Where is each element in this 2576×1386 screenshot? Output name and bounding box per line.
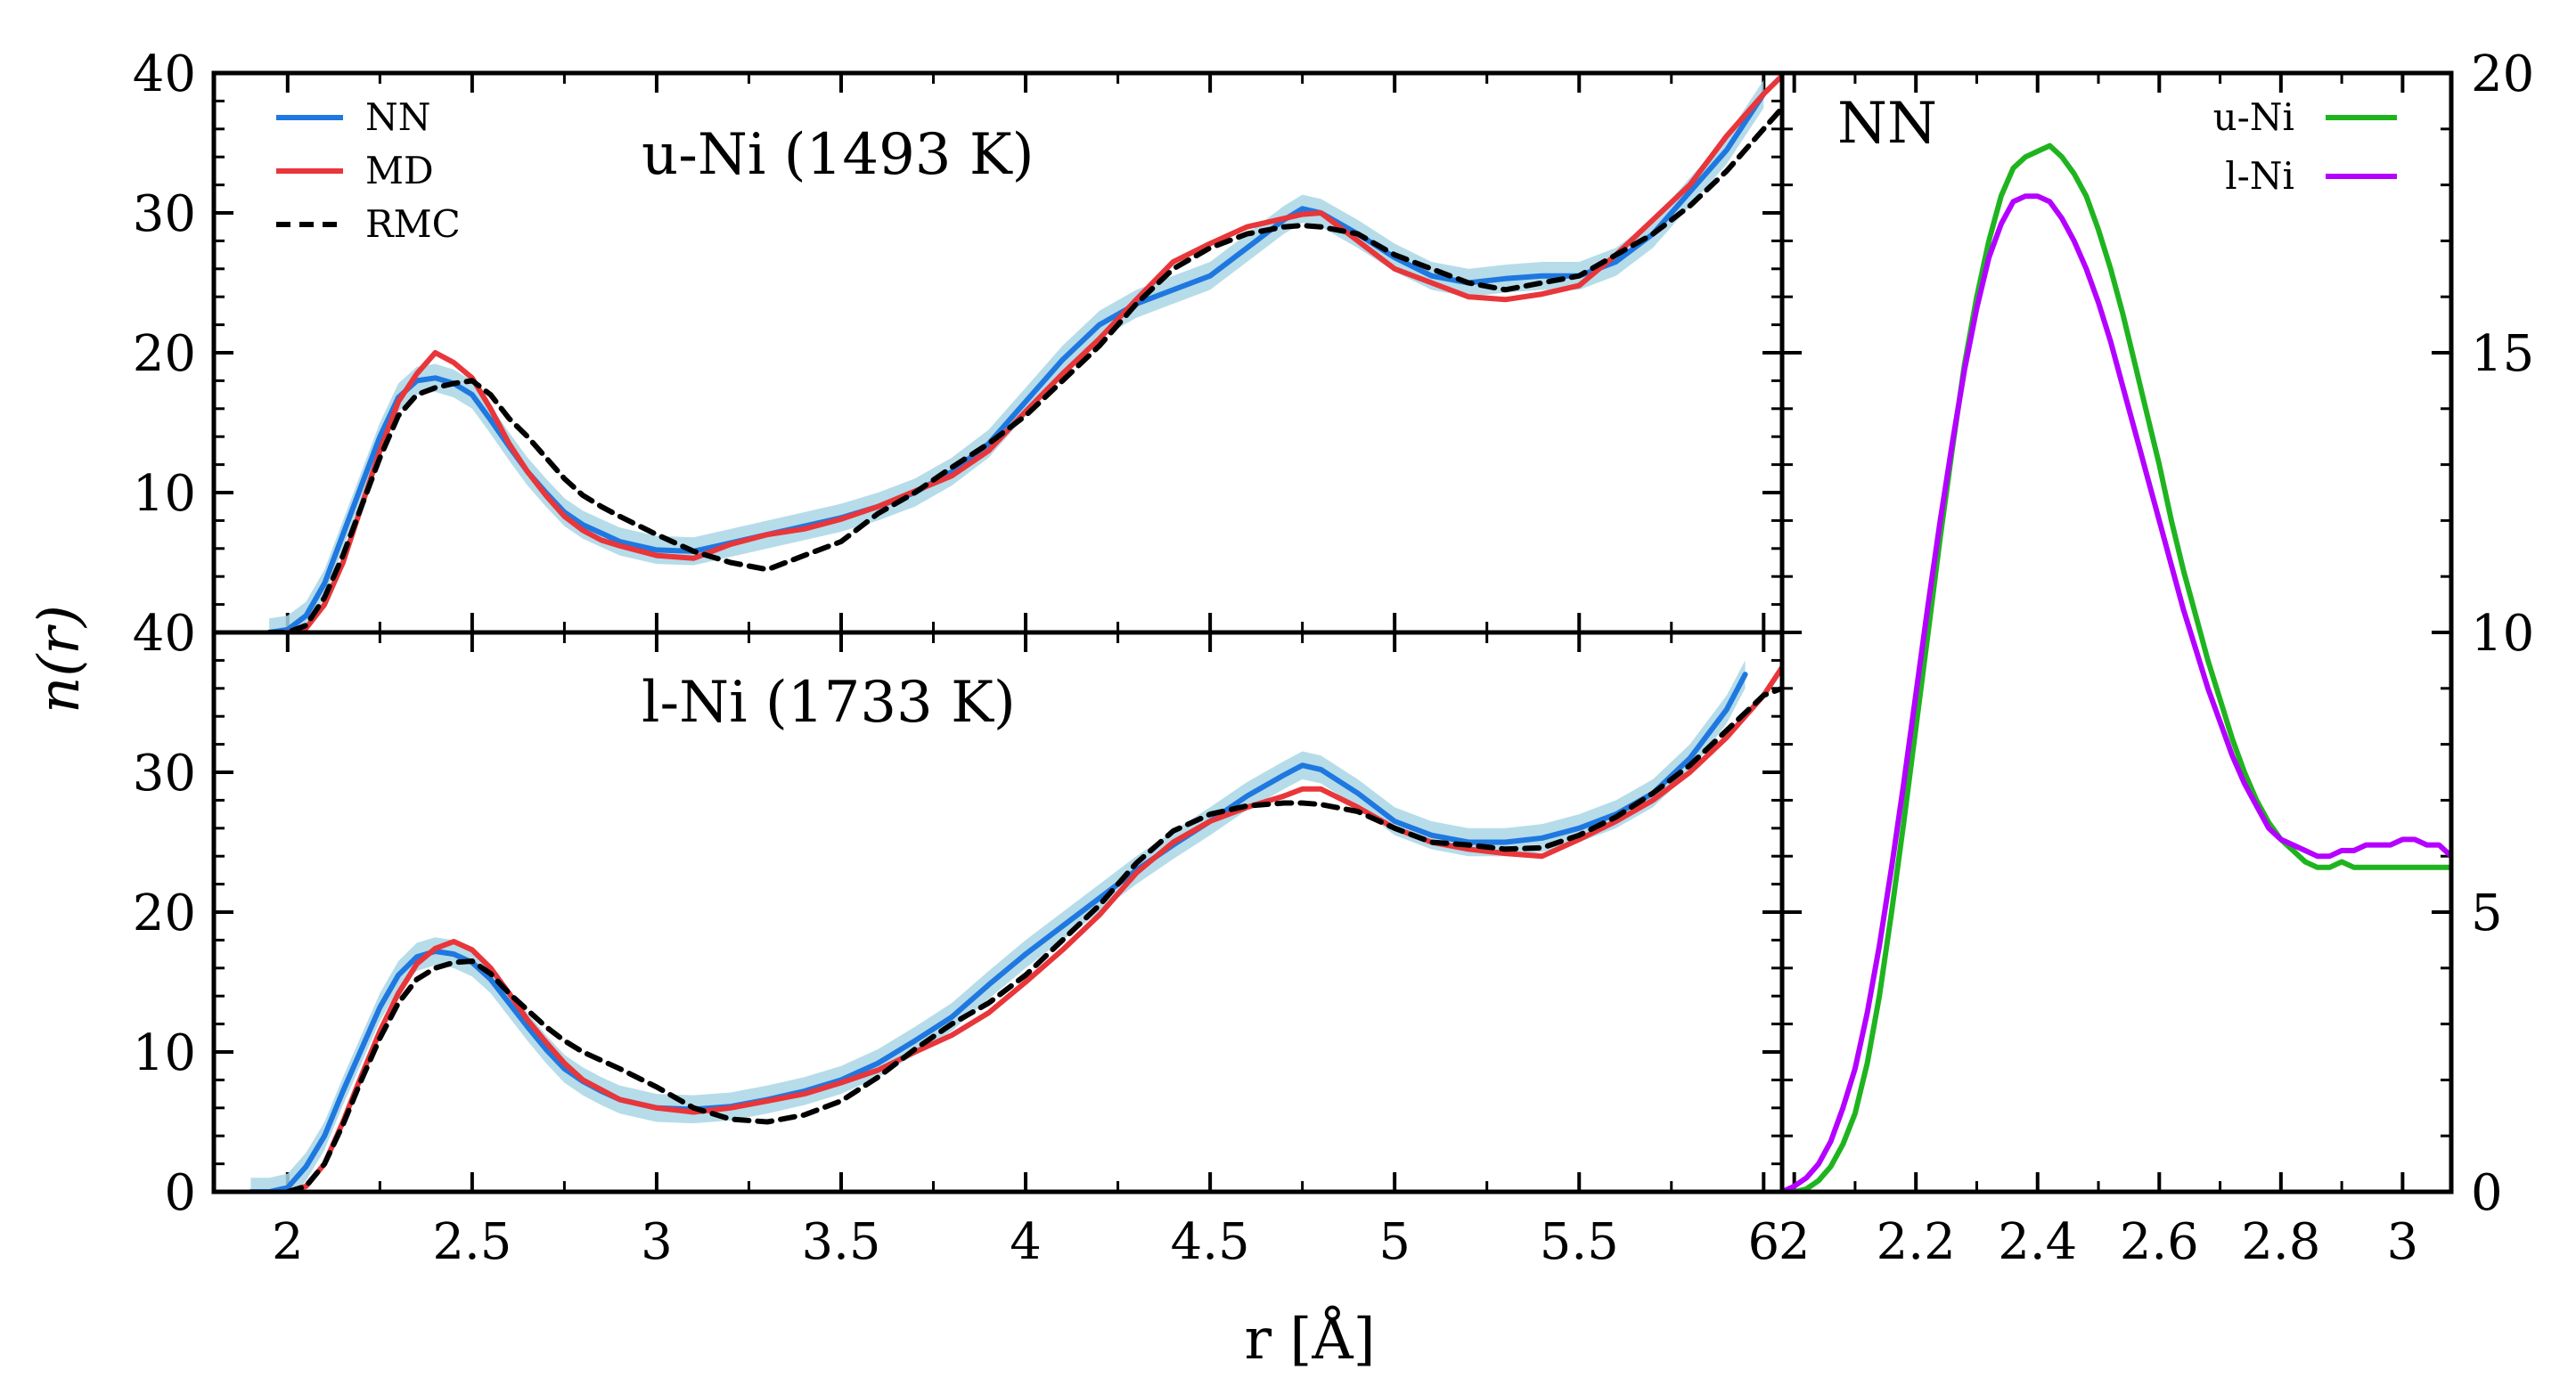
bottom-y-tick-label-10: 10 (133, 1024, 196, 1082)
right-y-tick-label-0: 0 (2471, 1164, 2503, 1222)
bottom-plot-area (248, 660, 1782, 1192)
top-y-tick-label-40: 40 (133, 45, 196, 103)
panel-top-legend: NN MD RMC (276, 95, 461, 246)
right-x-tick-label-2-6: 2.6 (2120, 1213, 2199, 1271)
panel-right-title: NN (1837, 91, 1937, 157)
right-y-tick-label-10: 10 (2471, 605, 2534, 663)
x-axis-label: r [Å] (1244, 1306, 1375, 1373)
legend-nn-label: NN (365, 95, 431, 139)
bottom-x-tick-label-4-5: 4.5 (1171, 1213, 1250, 1271)
bottom-series-rmc-line (284, 685, 1782, 1192)
right-x-tick-label-2-2: 2.2 (1877, 1213, 1956, 1271)
right-x-tick-label-2-8: 2.8 (2241, 1213, 2320, 1271)
top-series-rmc-line (266, 105, 1782, 632)
right-frame (1779, 70, 2454, 1194)
bottom-x-tick-label-2: 2 (272, 1213, 304, 1271)
bottom-nn-uncertainty-band (250, 660, 1746, 1192)
top-plot-area (266, 73, 1782, 632)
top-y-tick-label-30: 30 (133, 185, 196, 243)
panel-right-legend: u-Ni l-Ni (2213, 95, 2397, 198)
right-series-u-ni-line (1782, 143, 2451, 1192)
top-y-tick-label-10: 10 (133, 465, 196, 523)
legend-rmc-label: RMC (365, 202, 461, 246)
right-y-tick-label-15: 15 (2471, 325, 2534, 383)
panel-bottom-plot: 2 2.5 3 3.5 4 4.5 5 5.5 6 0 10 20 30 40 (133, 605, 1785, 1271)
bottom-y-tick-label-30: 30 (133, 745, 196, 803)
right-plot-area (1782, 143, 2451, 1192)
bottom-x-tick-label-3-5: 3.5 (801, 1213, 880, 1271)
legend-md-label: MD (365, 149, 434, 192)
panel-top-title: u-Ni (1493 K) (642, 122, 1034, 188)
bottom-x-tick-label-6: 6 (1747, 1213, 1779, 1271)
top-y-tick-label-20: 20 (133, 325, 196, 383)
bottom-y-tick-label-40: 40 (133, 605, 196, 663)
right-x-tick-label-2-4: 2.4 (1998, 1213, 2077, 1271)
bottom-x-tick-label-5-5: 5.5 (1540, 1213, 1619, 1271)
right-y-tick-label-20: 20 (2471, 45, 2534, 103)
right-y-tick-label-5: 5 (2471, 885, 2503, 942)
bottom-y-tick-label-20: 20 (133, 885, 196, 942)
legend-u-ni-label: u-Ni (2213, 95, 2294, 139)
legend-l-ni-label: l-Ni (2225, 154, 2294, 198)
panel-right: NN 2 2.2 2.4 2.6 2.8 30 5 10 15 20 u-Ni l-Ni (1779, 45, 2534, 1271)
bottom-x-tick-label-2-5: 2.5 (432, 1213, 511, 1271)
y-axis-label: n(r) (27, 605, 93, 713)
bottom-x-tick-label-5: 5 (1378, 1213, 1411, 1271)
top-series-md-line (266, 73, 1782, 632)
bottom-y-tick-label-0: 0 (164, 1164, 196, 1222)
right-x-tick-label-2: 2 (1779, 1213, 1811, 1271)
panel-bottom-title: l-Ni (1733 K) (642, 670, 1016, 736)
bottom-x-tick-label-3: 3 (641, 1213, 673, 1271)
panel-right-plot: 2 2.2 2.4 2.6 2.8 30 5 10 15 20 (1779, 45, 2534, 1271)
right-series-l-ni-line (1782, 193, 2451, 1192)
panel-bottom: l-Ni (1733 K) 2 2.5 3 3.5 4 4.5 5 5.5 6 0 10 20 30 40 (133, 605, 1785, 1271)
bottom-x-tick-label-4: 4 (1010, 1213, 1042, 1271)
right-x-tick-label-3: 3 (2387, 1213, 2419, 1271)
